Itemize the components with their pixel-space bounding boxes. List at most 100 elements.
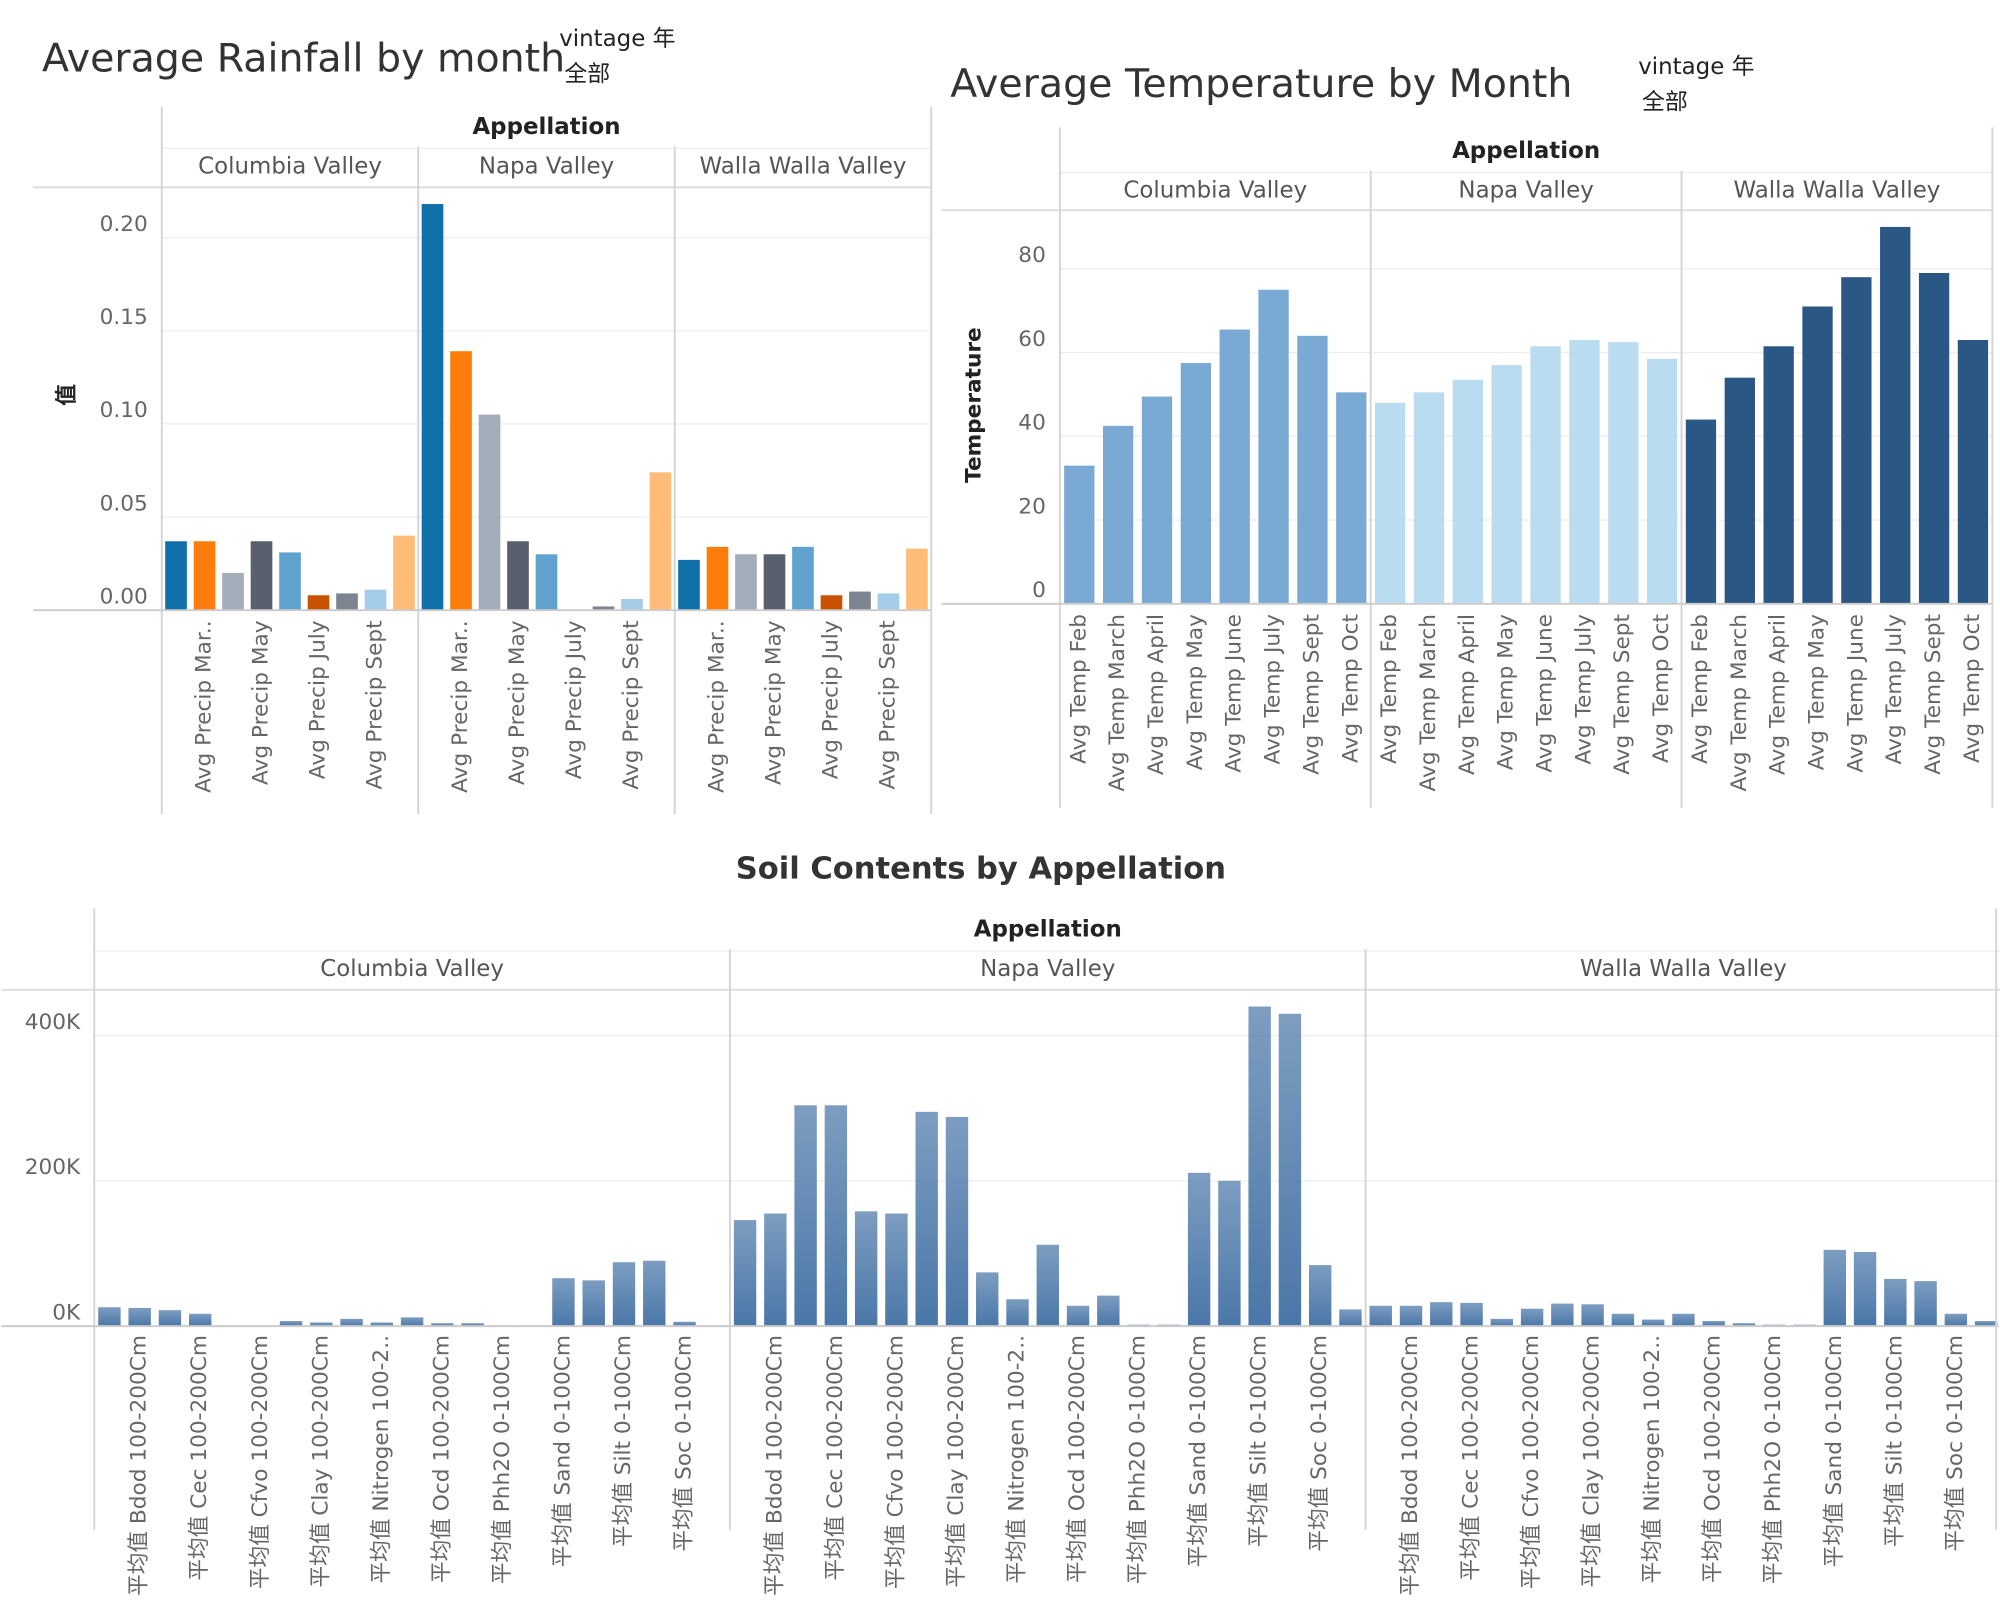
x-tick-label: Avg Temp Oct [1338,614,1363,763]
bar [1763,346,1794,604]
bar [1258,289,1289,604]
bar [1064,465,1095,604]
x-tick-label: Avg Temp April [1455,614,1480,775]
bar [592,606,615,611]
bar [98,1307,121,1327]
bar [794,1105,817,1327]
bar [158,1310,182,1327]
filter-label: vintage 年 [559,26,675,52]
bar [507,541,529,611]
x-tick-label: Avg Precip Sept [363,620,388,789]
panel-name: Walla Walla Valley [1734,178,1941,204]
x-tick-label: 平均值 Sand 0-100Cm [550,1335,575,1567]
panel-name: Columbia Valley [320,956,504,982]
facet-label: Appellation [974,916,1122,942]
bar [1278,1013,1302,1327]
x-tick-label: Avg Temp March [1727,614,1752,791]
x-tick-label: Avg Precip May [761,620,786,785]
bar [764,1213,787,1327]
x-tick-label: Avg Temp March [1105,614,1130,791]
bar [612,1262,636,1327]
bar [824,1105,848,1327]
bar [1066,1305,1090,1327]
x-tick-label: Avg Temp Feb [1066,614,1091,764]
bar [915,1111,938,1327]
bar [1551,1303,1574,1327]
x-tick-label: 平均值 Soc 0-100Cm [672,1335,697,1552]
x-tick-label: 平均值 Nitrogen 100-2.. [369,1335,394,1583]
bar [906,548,928,611]
y-tick-label: 0.00 [100,584,148,609]
bar [336,593,358,611]
bar [431,1323,454,1327]
x-tick-label: 平均值 Sand 0-100Cm [1822,1335,1847,1567]
y-tick-label: 0 [1032,578,1046,603]
bar [885,1213,908,1327]
bar [854,1211,878,1327]
panel-name: Napa Valley [980,956,1115,982]
bar [535,554,558,611]
bar [649,472,672,611]
chart-title: Average Rainfall by month [42,36,565,82]
panel-name: Walla Walla Valley [700,153,907,179]
bar [673,1321,696,1327]
x-tick-label: 平均值 Cfvo 100-200Cm [883,1335,908,1589]
panel-name: Walla Walla Valley [1580,956,1787,982]
x-tick-label: Avg Temp June [1843,614,1868,773]
x-tick-label: 平均值 Nitrogen 100-2.. [1640,1335,1665,1583]
y-tick-label: 0.05 [100,491,148,516]
x-tick-label: 平均值 Phh2O 0-100Cm [1126,1335,1151,1584]
facet-label: Appellation [1452,138,1600,164]
bar [307,595,330,611]
bar [1374,402,1406,604]
x-tick-label: Avg Temp May [1183,614,1208,770]
bar [1569,340,1600,604]
x-tick-label: Avg Temp Sept [1610,614,1635,775]
x-tick-label: Avg Precip July [818,620,843,779]
chart-title: Average Temperature by Month [950,61,1572,107]
x-tick-label: 平均值 Soc 0-100Cm [1307,1335,1332,1552]
y-tick-label: 0K [52,1300,81,1325]
bar [1611,1313,1635,1327]
x-tick-label: 平均值 Cec 100-200Cm [1459,1335,1484,1581]
bar [279,552,301,611]
x-tick-label: Avg Precip Mar.. [448,620,473,793]
x-tick-label: Avg Precip May [249,620,274,785]
x-tick-label: 平均值 Clay 100-200Cm [944,1335,969,1587]
x-tick-label: 平均值 Sand 0-100Cm [1186,1335,1211,1567]
bar [364,589,387,611]
bar [1530,346,1561,604]
bar [945,1116,969,1327]
bar [1724,377,1755,604]
filter-value: 全部 [564,62,610,88]
x-tick-label: 平均值 Nitrogen 100-2.. [1005,1335,1030,1583]
bar [1685,419,1717,604]
x-tick-label: 平均值 Bdod 100-200Cm [762,1335,787,1596]
y-tick-label: 0.20 [100,212,148,237]
y-tick-label: 40 [1018,411,1046,436]
bar [1841,277,1872,604]
x-tick-label: Avg Temp Feb [1377,614,1402,764]
bar [1219,329,1250,604]
bar [370,1322,394,1327]
bar [1672,1313,1695,1327]
bar [1369,1305,1392,1327]
bar [976,1272,999,1327]
bar [1103,425,1134,604]
bar [1732,1323,1756,1327]
bar [1823,1249,1846,1327]
x-tick-label: Avg Temp Sept [1299,614,1324,775]
x-tick-label: Avg Temp July [1571,614,1596,765]
bar [1460,1302,1483,1327]
x-tick-label: Avg Temp Sept [1921,614,1946,775]
x-tick-label: Avg Precip Sept [875,620,900,789]
x-tick-label: Avg Temp April [1144,614,1169,775]
bar [1452,379,1483,604]
x-tick-label: 平均值 Ocd 100-200Cm [429,1335,454,1583]
bar [877,593,900,611]
bar [792,546,814,611]
bar [1006,1299,1029,1327]
bar [1853,1252,1877,1327]
bar [1097,1295,1120,1327]
x-tick-label: Avg Temp July [1882,614,1907,765]
